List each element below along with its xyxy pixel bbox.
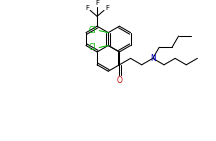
Text: F: F	[85, 5, 89, 11]
Text: F: F	[95, 0, 99, 6]
Text: N: N	[150, 54, 156, 63]
Text: F: F	[105, 5, 109, 11]
Text: Cl: Cl	[89, 43, 96, 52]
Text: O: O	[116, 76, 122, 85]
Text: Cl: Cl	[89, 26, 96, 35]
